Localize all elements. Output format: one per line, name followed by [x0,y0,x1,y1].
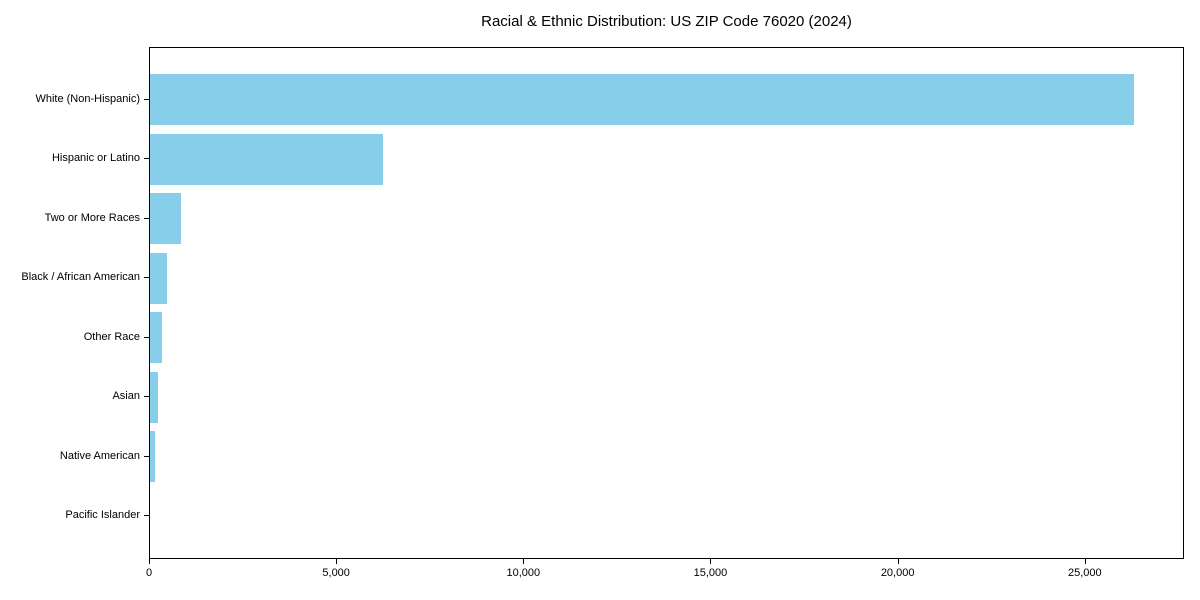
y-axis-tick [144,515,149,516]
y-axis-label: Pacific Islander [65,509,140,521]
bar [150,312,162,363]
x-axis-tick [710,559,712,564]
x-axis-tick [1084,559,1086,564]
x-axis-label: 15,000 [693,567,728,579]
x-axis-tick [897,559,899,564]
y-axis-tick [144,277,149,278]
x-axis-tick [523,559,525,564]
y-axis-label: Black / African American [21,271,140,283]
x-axis-tick [336,559,338,564]
y-axis-tick [144,455,149,457]
x-axis-label: 10,000 [506,567,541,579]
bar [150,193,182,244]
y-axis-label: Two or More Races [44,211,140,224]
y-axis-tick [144,98,149,100]
y-axis-label: White (Non-Hispanic) [35,92,140,105]
x-axis-tick [149,559,150,564]
y-axis-label: Asian [112,390,140,402]
x-axis-label: 20,000 [880,567,915,579]
x-axis-label: 5,000 [322,567,350,579]
bar [150,74,1135,125]
y-axis-tick [144,158,149,159]
bar [150,133,383,185]
y-axis-label: Other Race [83,330,140,343]
bar [150,371,158,423]
bar [150,431,155,482]
y-axis-tick [144,217,149,219]
x-axis-label: 25,000 [1067,567,1102,579]
y-axis-label: Native American [59,449,140,462]
y-axis-tick [144,396,149,397]
bar [150,252,167,304]
y-axis-label: Hispanic or Latino [51,152,140,164]
plot-area [149,47,1184,559]
chart-title: Racial & Ethnic Distribution: US ZIP Cod… [481,13,852,30]
y-axis-tick [144,336,149,338]
x-axis-label: 0 [145,567,153,579]
